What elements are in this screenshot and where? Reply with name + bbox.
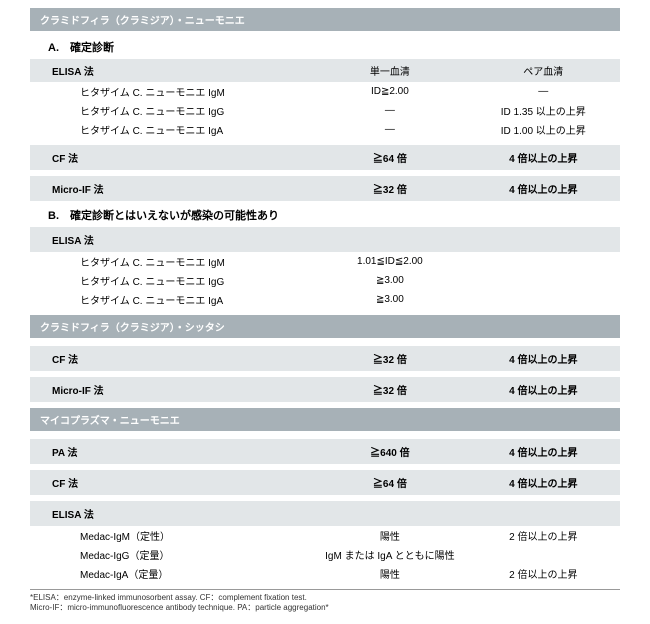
cell: Medac-IgA（定量） <box>30 564 313 583</box>
table-row: ヒタザイム C. ニューモニエ IgM1.01≦ID≦2.00 <box>30 252 620 271</box>
cell: ≧3.00 <box>313 271 466 290</box>
block-title: A. 確定診断 <box>30 39 620 55</box>
table-row: ヒタザイム C. ニューモニエ IgG―ID 1.35 以上の上昇 <box>30 101 620 120</box>
col-single: 単一血清 <box>313 59 466 82</box>
method-label: CF 法 <box>30 470 313 495</box>
method-row: CF 法≧64 倍4 倍以上の上昇 <box>30 145 620 170</box>
method-label: ELISA 法 <box>30 227 313 252</box>
cell: 陽性 <box>313 526 466 545</box>
cell: ヒタザイム C. ニューモニエ IgA <box>30 120 313 139</box>
method-label: PA 法 <box>30 439 313 464</box>
col-paired: ペア血清 <box>467 59 620 82</box>
cell: ヒタザイム C. ニューモニエ IgA <box>30 290 313 309</box>
col-paired: 4 倍以上の上昇 <box>467 439 620 464</box>
col-single: ≧64 倍 <box>313 470 466 495</box>
cell: 1.01≦ID≦2.00 <box>313 252 466 271</box>
col-single: ≧640 倍 <box>313 439 466 464</box>
cell: Medac-IgM（定性） <box>30 526 313 545</box>
method-row: PA 法≧640 倍4 倍以上の上昇 <box>30 439 620 464</box>
cell: ID 1.35 以上の上昇 <box>467 101 620 120</box>
cell: ヒタザイム C. ニューモニエ IgM <box>30 82 313 101</box>
method-label: ELISA 法 <box>30 59 313 82</box>
document-root: クラミドフィラ（クラミジア）・ニューモニエA. 確定診断ELISA 法単一血清ペ… <box>30 8 620 583</box>
col-single <box>313 501 466 526</box>
method-row: CF 法≧32 倍4 倍以上の上昇 <box>30 346 620 371</box>
method-label: Micro-IF 法 <box>30 176 313 201</box>
data-table: Micro-IF 法≧32 倍4 倍以上の上昇 <box>30 176 620 201</box>
cell: ― <box>313 101 466 120</box>
method-label: CF 法 <box>30 346 313 371</box>
col-paired <box>467 501 620 526</box>
cell <box>467 290 620 309</box>
cell: IgM または IgA とともに陽性 <box>313 545 466 564</box>
data-table: ELISA 法単一血清ペア血清ヒタザイム C. ニューモニエ IgMID≧2.0… <box>30 59 620 139</box>
col-single: ≧32 倍 <box>313 176 466 201</box>
col-paired: 4 倍以上の上昇 <box>467 377 620 402</box>
footnote: *ELISA：enzyme-linked immunosorbent assay… <box>30 589 620 614</box>
footnote-line-2: Micro-IF：micro-immunofluorescence antibo… <box>30 603 620 613</box>
data-table: CF 法≧64 倍4 倍以上の上昇 <box>30 145 620 170</box>
cell: Medac-IgG（定量） <box>30 545 313 564</box>
table-row: ヒタザイム C. ニューモニエ IgA≧3.00 <box>30 290 620 309</box>
data-table: PA 法≧640 倍4 倍以上の上昇 <box>30 439 620 464</box>
col-single: ≧32 倍 <box>313 346 466 371</box>
cell: 2 倍以上の上昇 <box>467 564 620 583</box>
col-paired: 4 倍以上の上昇 <box>467 346 620 371</box>
method-label: ELISA 法 <box>30 501 313 526</box>
col-paired: 4 倍以上の上昇 <box>467 176 620 201</box>
table-row: ヒタザイム C. ニューモニエ IgA―ID 1.00 以上の上昇 <box>30 120 620 139</box>
cell: ≧3.00 <box>313 290 466 309</box>
table-row: Medac-IgA（定量）陽性2 倍以上の上昇 <box>30 564 620 583</box>
method-row: ELISA 法 <box>30 501 620 526</box>
cell: ― <box>467 82 620 101</box>
cell: ― <box>313 120 466 139</box>
col-single: ≧64 倍 <box>313 145 466 170</box>
method-label: CF 法 <box>30 145 313 170</box>
col-paired <box>467 227 620 252</box>
cell: 陽性 <box>313 564 466 583</box>
section-header: クラミドフィラ（クラミジア）・シッタシ <box>30 315 620 338</box>
footnote-line-1: *ELISA：enzyme-linked immunosorbent assay… <box>30 593 620 603</box>
data-table: Micro-IF 法≧32 倍4 倍以上の上昇 <box>30 377 620 402</box>
block-title: B. 確定診断とはいえないが感染の可能性あり <box>30 207 620 223</box>
section-header: マイコプラズマ・ニューモニエ <box>30 408 620 431</box>
col-paired: 4 倍以上の上昇 <box>467 145 620 170</box>
cell: ヒタザイム C. ニューモニエ IgM <box>30 252 313 271</box>
cell <box>467 545 620 564</box>
col-paired: 4 倍以上の上昇 <box>467 470 620 495</box>
method-row: Micro-IF 法≧32 倍4 倍以上の上昇 <box>30 176 620 201</box>
cell: 2 倍以上の上昇 <box>467 526 620 545</box>
col-single <box>313 227 466 252</box>
cell: ID 1.00 以上の上昇 <box>467 120 620 139</box>
cell: ID≧2.00 <box>313 82 466 101</box>
method-row: Micro-IF 法≧32 倍4 倍以上の上昇 <box>30 377 620 402</box>
table-row: Medac-IgM（定性）陽性2 倍以上の上昇 <box>30 526 620 545</box>
data-table: CF 法≧64 倍4 倍以上の上昇 <box>30 470 620 495</box>
table-row: ヒタザイム C. ニューモニエ IgMID≧2.00― <box>30 82 620 101</box>
data-table: CF 法≧32 倍4 倍以上の上昇 <box>30 346 620 371</box>
method-row: CF 法≧64 倍4 倍以上の上昇 <box>30 470 620 495</box>
table-row: ヒタザイム C. ニューモニエ IgG≧3.00 <box>30 271 620 290</box>
col-single: ≧32 倍 <box>313 377 466 402</box>
cell <box>467 271 620 290</box>
method-row: ELISA 法 <box>30 227 620 252</box>
data-table: ELISA 法ヒタザイム C. ニューモニエ IgM1.01≦ID≦2.00ヒタ… <box>30 227 620 309</box>
method-label: Micro-IF 法 <box>30 377 313 402</box>
cell <box>467 252 620 271</box>
table-row: Medac-IgG（定量）IgM または IgA とともに陽性 <box>30 545 620 564</box>
data-table: ELISA 法Medac-IgM（定性）陽性2 倍以上の上昇Medac-IgG（… <box>30 501 620 583</box>
method-row: ELISA 法単一血清ペア血清 <box>30 59 620 82</box>
cell: ヒタザイム C. ニューモニエ IgG <box>30 271 313 290</box>
section-header: クラミドフィラ（クラミジア）・ニューモニエ <box>30 8 620 31</box>
cell: ヒタザイム C. ニューモニエ IgG <box>30 101 313 120</box>
